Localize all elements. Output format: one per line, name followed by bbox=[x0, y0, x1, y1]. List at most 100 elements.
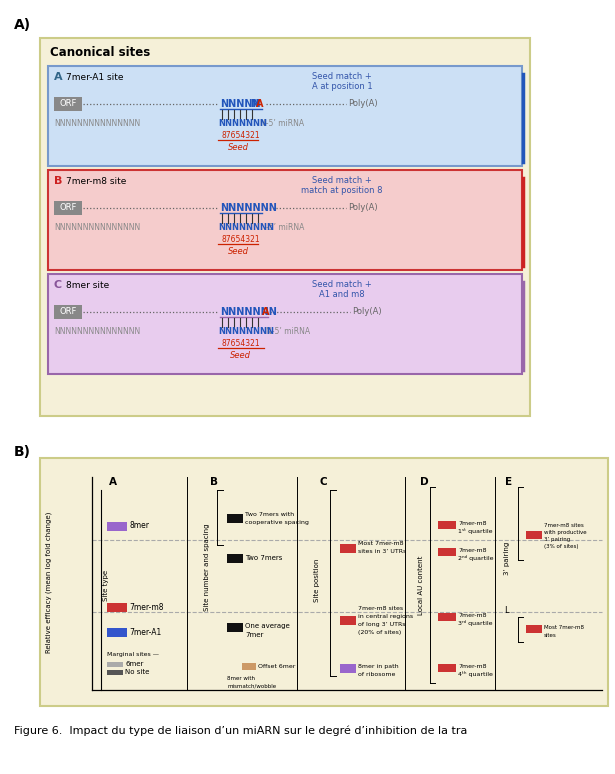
Text: 7mer-m8: 7mer-m8 bbox=[458, 613, 486, 618]
Text: 2ⁿᵈ quartile: 2ⁿᵈ quartile bbox=[458, 555, 493, 561]
Bar bbox=[227, 514, 243, 522]
Text: 3ʳᵈ quartile: 3ʳᵈ quartile bbox=[458, 620, 493, 626]
Bar bbox=[438, 613, 456, 621]
Bar bbox=[438, 664, 456, 672]
Text: NNNNNNNNNNNNNNN: NNNNNNNNNNNNNNN bbox=[54, 224, 140, 232]
Text: 8mer: 8mer bbox=[129, 522, 149, 530]
Text: E: E bbox=[505, 477, 512, 487]
Text: B: B bbox=[210, 477, 218, 487]
Bar bbox=[48, 274, 522, 374]
Text: Poly(A): Poly(A) bbox=[348, 100, 378, 108]
Bar bbox=[438, 548, 456, 556]
Text: Poly(A): Poly(A) bbox=[352, 307, 382, 317]
Bar bbox=[227, 623, 243, 632]
Text: Two 7mers with: Two 7mers with bbox=[245, 512, 294, 517]
Text: Seed match +: Seed match + bbox=[312, 280, 371, 289]
Bar bbox=[107, 628, 127, 637]
Text: match at position 8: match at position 8 bbox=[301, 186, 383, 195]
Text: 7mer-m8: 7mer-m8 bbox=[458, 664, 486, 669]
Bar bbox=[526, 531, 542, 539]
Text: Relative efficacy (mean log fold change): Relative efficacy (mean log fold change) bbox=[46, 512, 52, 652]
Bar bbox=[48, 66, 522, 166]
Text: Figure 6.  Impact du type de liaison d’un miARN sur le degré d’inhibition de la : Figure 6. Impact du type de liaison d’un… bbox=[14, 726, 467, 737]
Text: -5’ miRNA: -5’ miRNA bbox=[266, 224, 304, 232]
Bar bbox=[107, 670, 123, 675]
Text: NNNNNNNNNNNNNNN: NNNNNNNNNNNNNNN bbox=[54, 119, 140, 128]
Text: 7mer-m8: 7mer-m8 bbox=[458, 521, 486, 526]
Text: 87654321: 87654321 bbox=[221, 235, 260, 244]
Text: NNNNNNN: NNNNNNN bbox=[220, 203, 277, 213]
Text: Most 7mer-m8: Most 7mer-m8 bbox=[358, 541, 403, 546]
Text: No site: No site bbox=[125, 669, 149, 675]
Bar bbox=[54, 201, 82, 215]
Text: 8mer in path: 8mer in path bbox=[358, 664, 399, 669]
Text: Seed match +: Seed match + bbox=[312, 72, 371, 81]
Text: Marginal sites —: Marginal sites — bbox=[107, 652, 159, 657]
Text: N: N bbox=[250, 99, 258, 109]
Bar bbox=[340, 616, 356, 625]
Bar bbox=[48, 170, 522, 270]
Text: 3’ pairing: 3’ pairing bbox=[504, 541, 510, 574]
Text: B): B) bbox=[14, 445, 31, 459]
Text: 6mer: 6mer bbox=[125, 661, 143, 667]
Text: sites: sites bbox=[544, 633, 557, 638]
Text: N-5’ miRNA: N-5’ miRNA bbox=[266, 327, 310, 337]
Text: L: L bbox=[504, 605, 509, 615]
Text: C: C bbox=[54, 280, 62, 290]
Text: (3% of sites): (3% of sites) bbox=[544, 544, 579, 549]
Bar bbox=[340, 544, 356, 553]
Bar bbox=[340, 664, 356, 673]
Text: C: C bbox=[320, 477, 328, 487]
Bar bbox=[242, 663, 256, 670]
Text: A1 and m8: A1 and m8 bbox=[319, 290, 365, 299]
Text: Seed: Seed bbox=[228, 143, 248, 152]
Text: cooperative spacing: cooperative spacing bbox=[245, 520, 309, 525]
Text: 4ᵗʰ quartile: 4ᵗʰ quartile bbox=[458, 671, 493, 677]
Text: Canonical sites: Canonical sites bbox=[50, 46, 150, 59]
Text: Site type: Site type bbox=[103, 570, 109, 601]
Text: Seed: Seed bbox=[228, 248, 248, 256]
Text: 87654321: 87654321 bbox=[221, 338, 260, 348]
Text: Offset 6mer: Offset 6mer bbox=[258, 663, 295, 669]
Text: 8mer with: 8mer with bbox=[227, 676, 255, 681]
Text: of long 3’ UTRs: of long 3’ UTRs bbox=[358, 622, 405, 627]
Bar bbox=[438, 521, 456, 529]
Text: Site position: Site position bbox=[314, 559, 320, 602]
Text: of ribosome: of ribosome bbox=[358, 672, 395, 677]
Text: Poly(A): Poly(A) bbox=[348, 204, 378, 213]
Text: 7mer-m8: 7mer-m8 bbox=[129, 603, 164, 611]
Text: in central regions: in central regions bbox=[358, 614, 413, 619]
Text: A): A) bbox=[14, 18, 31, 32]
Text: 7mer-m8 site: 7mer-m8 site bbox=[66, 177, 126, 186]
Text: NNNNNNNNNNNNNNN: NNNNNNNNNNNNNNN bbox=[54, 327, 140, 337]
Text: NNNNNNNN: NNNNNNNN bbox=[218, 224, 274, 232]
Bar bbox=[40, 458, 608, 706]
Text: 7mer-m8 sites: 7mer-m8 sites bbox=[544, 522, 584, 528]
Text: mismatch/wobble: mismatch/wobble bbox=[227, 684, 276, 689]
Text: D: D bbox=[420, 477, 429, 487]
Text: Two 7mers: Two 7mers bbox=[245, 555, 282, 561]
Text: Seed: Seed bbox=[229, 351, 250, 361]
Text: Local AU content: Local AU content bbox=[418, 555, 424, 615]
Text: 8mer site: 8mer site bbox=[66, 281, 109, 290]
Text: NNNNN: NNNNN bbox=[220, 99, 261, 109]
Text: Most 7mer-m8: Most 7mer-m8 bbox=[544, 625, 584, 630]
Text: (20% of sites): (20% of sites) bbox=[358, 630, 401, 635]
Text: sites in 3’ UTRs: sites in 3’ UTRs bbox=[358, 549, 407, 554]
Text: with productive: with productive bbox=[544, 529, 587, 535]
Text: A: A bbox=[109, 477, 117, 487]
Text: NNNNNNN: NNNNNNN bbox=[218, 119, 267, 128]
Text: B: B bbox=[54, 176, 62, 186]
Text: ORF: ORF bbox=[59, 204, 77, 213]
Text: NNNNNNN: NNNNNNN bbox=[220, 307, 277, 317]
Text: ORF: ORF bbox=[59, 100, 77, 108]
Text: 7mer-A1: 7mer-A1 bbox=[129, 628, 161, 637]
Bar bbox=[227, 554, 243, 563]
Text: A: A bbox=[54, 72, 63, 82]
Text: Seed match +: Seed match + bbox=[312, 176, 371, 185]
Text: 7mer-m8 sites: 7mer-m8 sites bbox=[358, 606, 403, 611]
Bar bbox=[107, 662, 123, 667]
Text: N-5’ miRNA: N-5’ miRNA bbox=[260, 119, 304, 128]
Text: 7mer: 7mer bbox=[245, 632, 263, 638]
Text: Site number and spacing: Site number and spacing bbox=[204, 523, 210, 611]
